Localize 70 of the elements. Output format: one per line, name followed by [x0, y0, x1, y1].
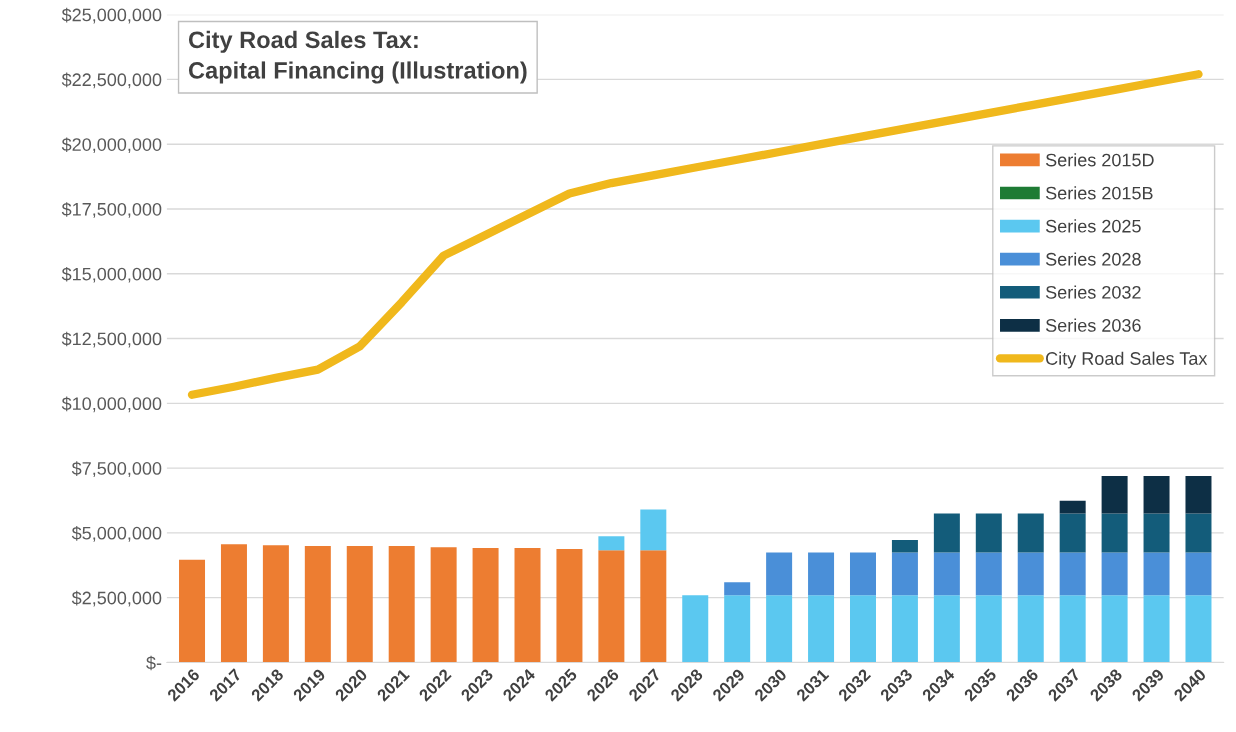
bar — [304, 546, 331, 663]
bar — [1059, 500, 1086, 514]
legend-label: Series 2028 — [1045, 252, 1141, 266]
bar — [1059, 552, 1086, 596]
bar — [933, 513, 960, 553]
bar — [1101, 552, 1128, 596]
bar — [891, 539, 918, 553]
bar — [766, 552, 793, 596]
y-tick-label: $10,000,000 — [61, 396, 162, 413]
bar — [682, 595, 709, 663]
bar — [1143, 513, 1170, 553]
bar — [849, 595, 876, 663]
bar — [1017, 552, 1044, 596]
bar — [1101, 475, 1128, 514]
bar — [1143, 475, 1170, 514]
bar — [1059, 513, 1086, 553]
y-tick-label: $20,000,000 — [61, 137, 162, 154]
bar — [1101, 513, 1128, 553]
y-tick-label: $15,000,000 — [61, 266, 162, 283]
bar — [975, 595, 1002, 663]
y-tick-label: $25,000,000 — [61, 7, 162, 24]
bar — [808, 552, 835, 596]
bar — [179, 559, 206, 663]
bar — [891, 552, 918, 596]
bar — [556, 548, 583, 663]
legend-label: City Road Sales Tax — [1046, 351, 1208, 369]
bar — [724, 595, 751, 663]
bar — [430, 547, 457, 663]
bar — [808, 595, 835, 663]
y-tick-label: $7,500,000 — [71, 461, 162, 477]
bar — [1017, 513, 1044, 553]
y-tick-label: $5,000,000 — [71, 526, 162, 542]
y-tick-label: $2,500,000 — [71, 590, 162, 607]
bar — [975, 552, 1002, 596]
bar — [598, 536, 625, 551]
bar — [1101, 595, 1128, 663]
legend-label: Series 2015B — [1045, 186, 1153, 200]
bar — [1185, 552, 1212, 596]
legend-label: Series 2025 — [1045, 219, 1141, 233]
y-tick-label: $12,500,000 — [61, 331, 162, 348]
bar — [1185, 595, 1212, 663]
bar — [1017, 595, 1044, 663]
bar — [262, 545, 289, 663]
bar — [933, 595, 960, 663]
bar — [1143, 595, 1170, 663]
bar — [724, 582, 751, 596]
bar — [1143, 552, 1170, 596]
bar — [220, 544, 247, 663]
bar — [598, 550, 625, 663]
bar — [975, 513, 1002, 553]
y-tick-label: $- — [146, 655, 162, 671]
bar — [849, 552, 876, 596]
bar — [891, 595, 918, 663]
bar — [766, 595, 793, 663]
bar — [1059, 595, 1086, 663]
y-tick-label: $17,500,000 — [61, 202, 162, 218]
bar — [472, 547, 499, 663]
legend-label: Series 2036 — [1045, 318, 1141, 332]
y-tick-label: $22,500,000 — [61, 72, 162, 89]
bar — [933, 552, 960, 596]
bar — [640, 509, 667, 551]
bar — [514, 547, 541, 663]
bar — [1185, 513, 1212, 553]
text: City Road Sales Tax: Capital Financing (Illustration) — [188, 30, 527, 84]
bar — [640, 550, 667, 663]
bar — [1185, 475, 1212, 514]
legend-label: Series 2015D — [1045, 153, 1154, 167]
bar — [346, 546, 373, 663]
bar — [388, 546, 415, 663]
legend-label: Series 2032 — [1045, 285, 1141, 299]
